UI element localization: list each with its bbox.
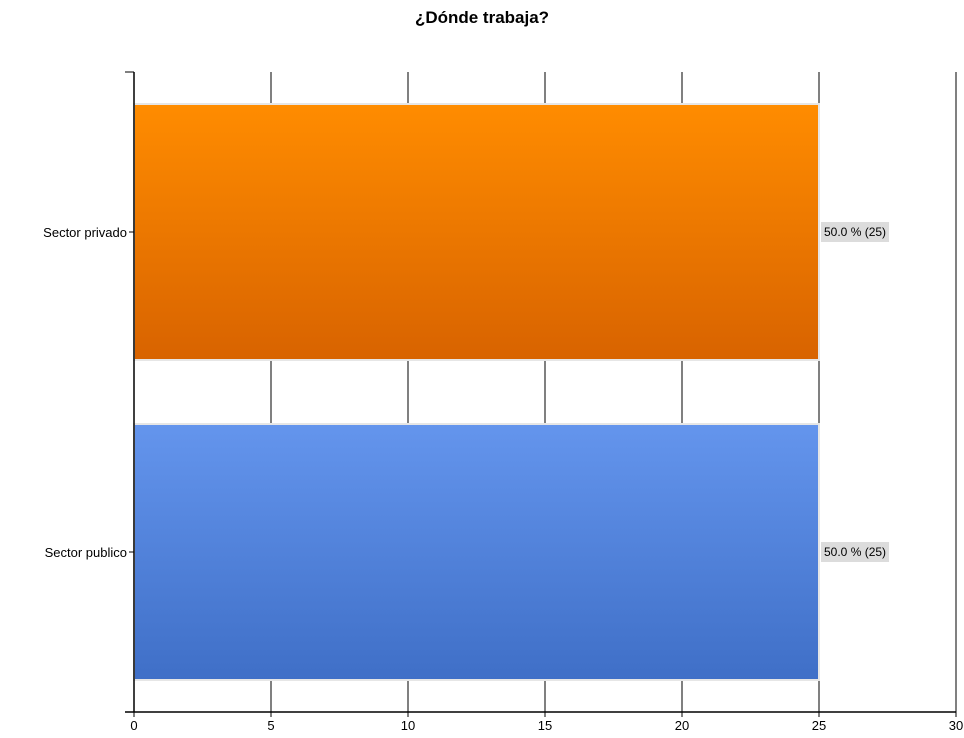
labels: 0 5 10 15 20 25 30 Sector privado 50.0 % (25) Sec… [43, 222, 963, 733]
x-tick-label: 5 [267, 718, 274, 733]
x-tick-label: 0 [130, 718, 137, 733]
bars [133, 103, 820, 681]
data-label: 50.0 % (25) [824, 225, 886, 239]
x-tick-label: 15 [538, 718, 552, 733]
chart-title: ¿Dónde trabaja? [414, 8, 550, 27]
category-label: Sector publico [45, 545, 127, 560]
data-label-background [821, 542, 890, 562]
x-tick-label: 10 [401, 718, 415, 733]
bar [133, 103, 820, 361]
x-tick-label: 25 [812, 718, 826, 733]
x-tick-label: 30 [949, 718, 963, 733]
axes [125, 71, 957, 717]
x-tick-label: 20 [675, 718, 689, 733]
bar [133, 423, 820, 681]
data-label: 50.0 % (25) [824, 545, 886, 559]
category-label: Sector privado [43, 225, 127, 240]
data-label-background [821, 222, 890, 242]
